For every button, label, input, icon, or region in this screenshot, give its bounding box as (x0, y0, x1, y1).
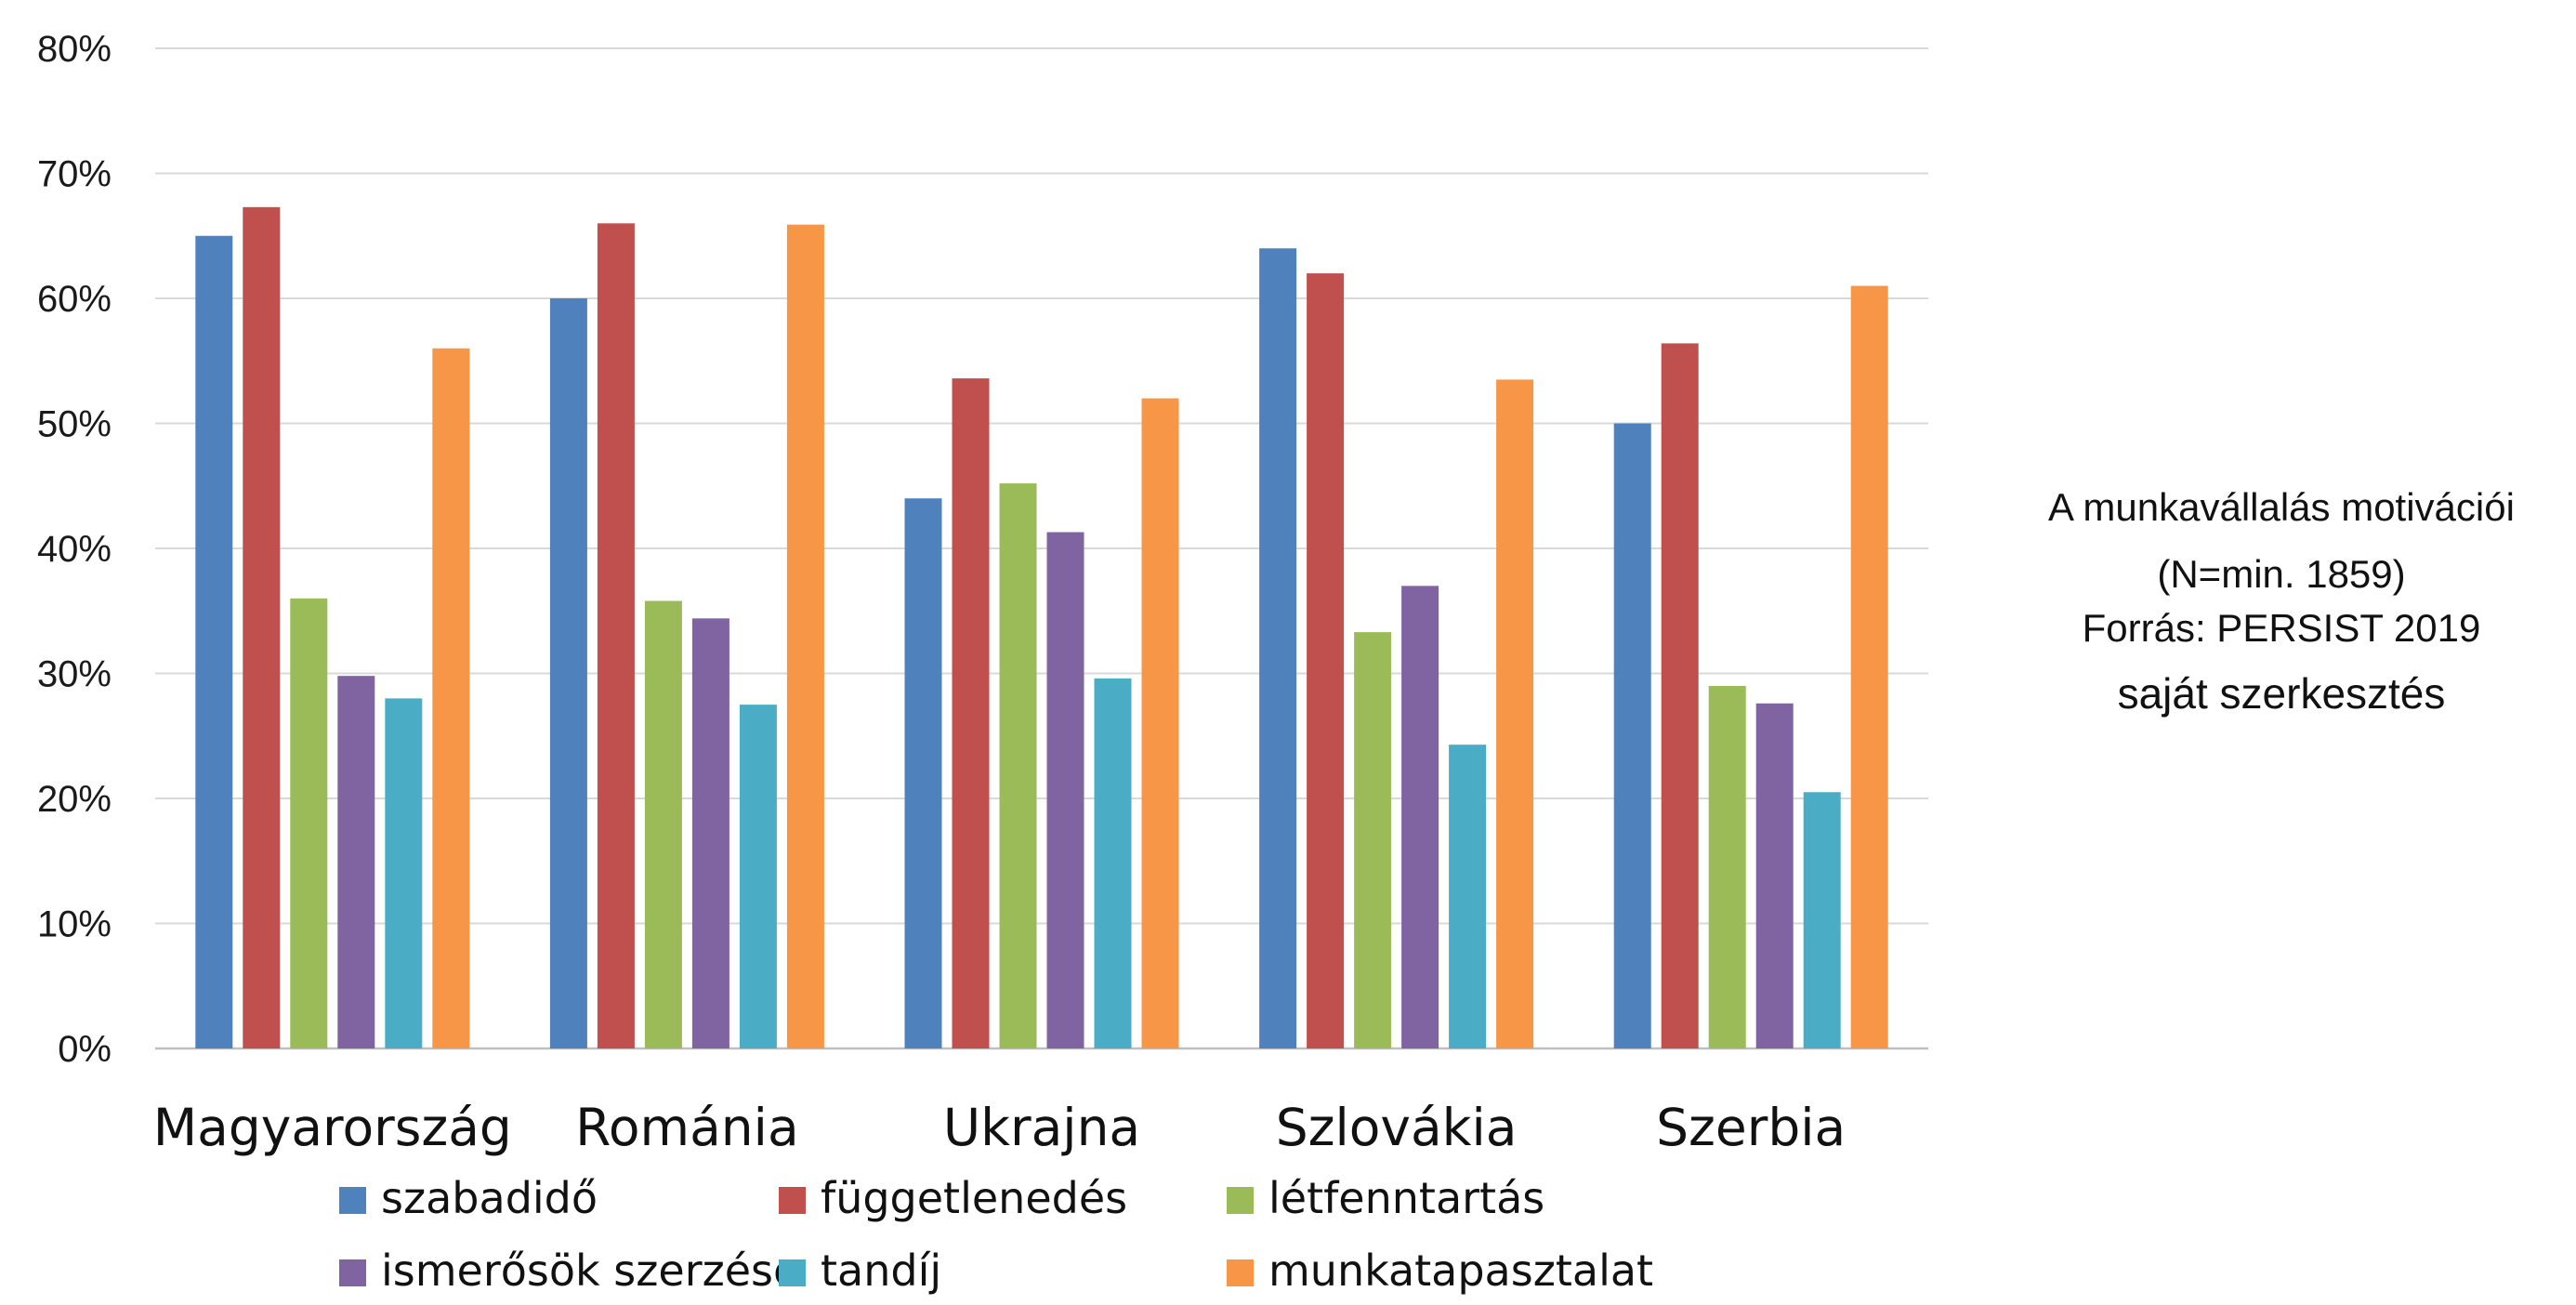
y-tick-label: 20% (37, 779, 112, 820)
bar (786, 224, 824, 1048)
bar (385, 698, 423, 1048)
legend-swatch (339, 1259, 366, 1286)
y-tick-label: 10% (37, 904, 112, 945)
x-category-label: Magyarország (153, 1098, 512, 1157)
bar (337, 676, 375, 1048)
x-axis-category-labels: Magyarország Románia Ukrajna Szlovákia Szerb… (153, 1098, 1847, 1157)
legend-label: létfenntartás (1268, 1173, 1544, 1223)
bar (243, 206, 281, 1048)
x-category-label: Szlovákia (1276, 1098, 1518, 1157)
y-axis-tick-labels: 0% 10% 20% 30% 40% 50% 60% 70% 80% (37, 29, 112, 1070)
bar (195, 235, 233, 1048)
y-tick-label: 50% (37, 404, 112, 445)
bars (195, 206, 1888, 1049)
y-tick-label: 80% (37, 29, 112, 70)
bar (1661, 343, 1699, 1048)
legend-label: munkatapasztalat (1268, 1246, 1653, 1296)
bar (1401, 586, 1439, 1048)
bar (999, 483, 1037, 1048)
chart-note: A munkavállalás motivációi (N=min. 1859)… (2048, 485, 2515, 718)
bar (691, 618, 729, 1048)
y-tick-label: 40% (37, 529, 112, 570)
legend-swatch (779, 1259, 806, 1286)
bar (290, 598, 328, 1048)
legend-swatch (1227, 1187, 1254, 1214)
bar (1094, 678, 1132, 1048)
legend-label: ismerősök szerzése (381, 1246, 799, 1296)
legend-label: szabadidő (381, 1173, 598, 1223)
bar (432, 348, 470, 1048)
note-line-3: Forrás: PERSIST 2019 (2083, 606, 2481, 650)
y-tick-label: 60% (37, 279, 112, 320)
bar (952, 378, 990, 1049)
legend: szabadidő függetlenedés létfenntartás ismer… (339, 1173, 1653, 1296)
bar (1708, 685, 1746, 1048)
legend-swatch (339, 1187, 366, 1214)
legend-label: tandíj (821, 1246, 941, 1296)
bar (904, 498, 942, 1048)
y-tick-label: 30% (37, 654, 112, 695)
bar (1307, 273, 1345, 1049)
bar (1046, 532, 1084, 1048)
bar (1449, 745, 1487, 1048)
bar (597, 223, 635, 1049)
bar (1496, 379, 1534, 1048)
legend-swatch (779, 1187, 806, 1214)
bar (1141, 398, 1179, 1049)
note-line-4: saját szerkesztés (2118, 669, 2446, 718)
legend-swatch (1227, 1259, 1254, 1286)
note-line-1: A munkavállalás motivációi (2048, 485, 2515, 529)
y-tick-label: 0% (58, 1029, 112, 1070)
bar (1613, 423, 1651, 1048)
bar (1850, 285, 1888, 1048)
bar (549, 298, 587, 1048)
bar (739, 705, 777, 1048)
legend-label: függetlenedés (821, 1173, 1127, 1223)
x-category-label: Ukrajna (943, 1098, 1140, 1157)
bar (1259, 248, 1297, 1048)
bar (644, 600, 682, 1048)
bar (1755, 703, 1794, 1048)
x-category-label: Szerbia (1656, 1098, 1846, 1157)
bar (1803, 792, 1841, 1048)
bar (1354, 632, 1392, 1048)
y-tick-label: 70% (37, 154, 112, 195)
x-category-label: Románia (575, 1098, 799, 1157)
note-line-2: (N=min. 1859) (2157, 552, 2405, 596)
